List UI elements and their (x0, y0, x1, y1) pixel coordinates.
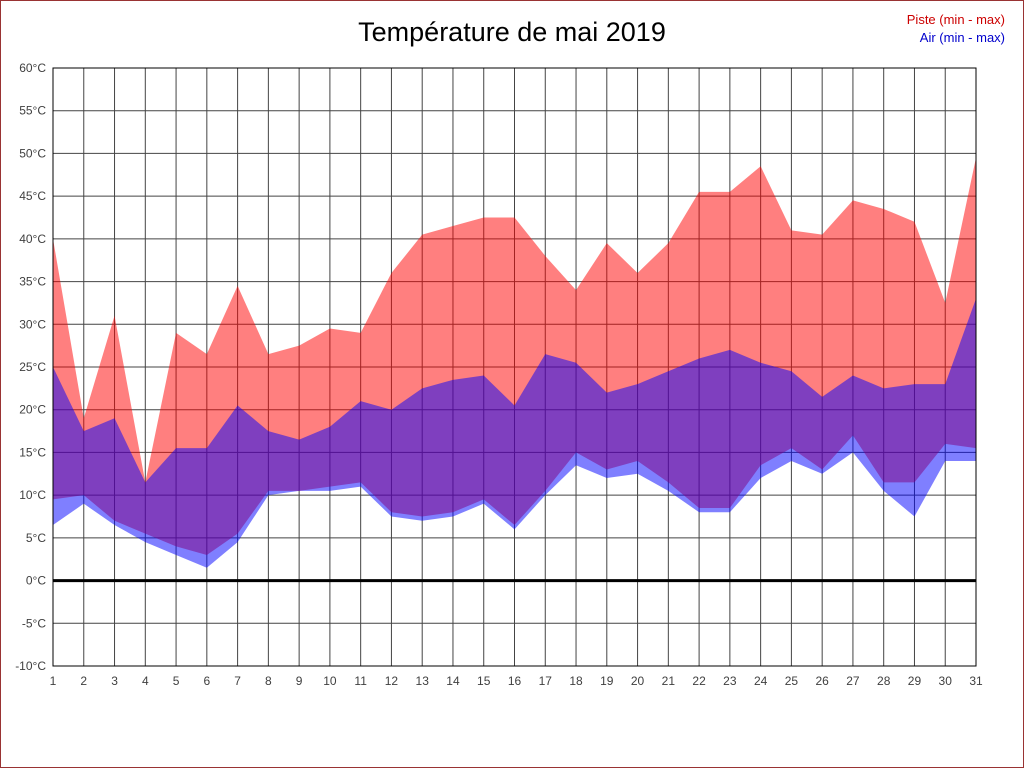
y-tick-label: 5°C (26, 531, 46, 545)
y-tick-label: -10°C (15, 659, 46, 673)
x-tick-label: 20 (631, 674, 645, 688)
x-tick-label: 31 (969, 674, 983, 688)
x-tick-label: 7 (234, 674, 241, 688)
x-tick-label: 27 (846, 674, 860, 688)
x-tick-label: 12 (385, 674, 399, 688)
legend-air: Air (min - max) (919, 30, 1005, 45)
x-tick-label: 9 (296, 674, 303, 688)
x-tick-label: 28 (877, 674, 891, 688)
x-tick-label: 4 (142, 674, 149, 688)
x-tick-label: 21 (662, 674, 676, 688)
y-tick-label: 0°C (26, 574, 46, 588)
x-tick-label: 8 (265, 674, 272, 688)
y-tick-label: 35°C (19, 275, 46, 289)
x-tick-label: 24 (754, 674, 768, 688)
y-tick-label: 25°C (19, 360, 46, 374)
y-tick-label: 20°C (19, 403, 46, 417)
x-tick-label: 22 (692, 674, 706, 688)
y-tick-label: 30°C (19, 317, 46, 331)
x-tick-label: 5 (173, 674, 180, 688)
plot-border (52, 67, 977, 667)
x-tick-label: 1 (50, 674, 57, 688)
x-tick-label: 3 (111, 674, 118, 688)
x-tick-label: 23 (723, 674, 737, 688)
legend-piste: Piste (min - max) (906, 12, 1005, 27)
x-tick-label: 14 (446, 674, 460, 688)
x-tick-label: 29 (908, 674, 922, 688)
x-tick-label: 18 (569, 674, 583, 688)
x-tick-label: 15 (477, 674, 491, 688)
x-tick-label: 11 (354, 674, 367, 688)
x-tick-label: 19 (600, 674, 614, 688)
y-tick-label: 40°C (19, 232, 46, 246)
x-tick-label: 6 (203, 674, 210, 688)
x-tick-label: 30 (939, 674, 953, 688)
chart-title: Température de mai 2019 (358, 17, 666, 47)
y-tick-label: -5°C (22, 616, 46, 630)
y-tick-label: 50°C (19, 146, 46, 160)
x-tick-label: 25 (785, 674, 799, 688)
x-tick-label: 10 (323, 674, 337, 688)
y-tick-label: 60°C (19, 61, 46, 75)
y-tick-label: 55°C (19, 104, 46, 118)
x-tick-label: 16 (508, 674, 522, 688)
y-tick-label: 15°C (19, 445, 46, 459)
x-tick-label: 13 (416, 674, 430, 688)
x-tick-label: 26 (815, 674, 829, 688)
chart-legend: Piste (min - max) Air (min - max) (907, 11, 1005, 47)
band-air (53, 298, 976, 568)
x-tick-label: 17 (539, 674, 553, 688)
x-tick-label: 2 (80, 674, 87, 688)
y-tick-label: 10°C (19, 488, 46, 502)
y-tick-label: 45°C (19, 189, 46, 203)
